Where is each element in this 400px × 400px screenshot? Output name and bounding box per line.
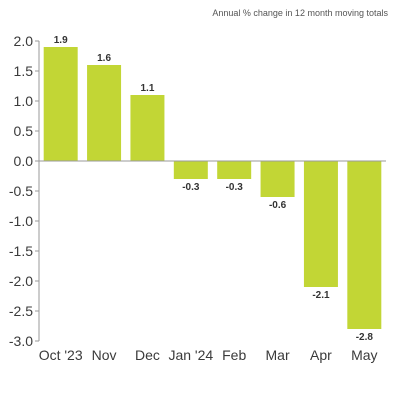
bar-value-label: -2.1	[312, 290, 330, 301]
y-tick-label: -3.0	[9, 333, 33, 349]
x-tick-label: Feb	[222, 347, 246, 363]
bar-value-label: -0.3	[226, 182, 244, 193]
bar-value-label: 1.1	[140, 83, 154, 94]
bar	[43, 47, 78, 161]
y-tick-label: -1.5	[9, 243, 33, 259]
bar	[87, 65, 122, 161]
y-tick-label: 0.0	[14, 153, 34, 169]
x-tick-label: Apr	[310, 347, 332, 363]
x-tick-label: Nov	[92, 347, 117, 363]
bar	[217, 161, 252, 179]
x-axis: Oct '23 Nov Dec Jan '24 Feb Mar Apr May	[39, 347, 378, 363]
x-tick-label: May	[351, 347, 377, 363]
y-tick-label: -0.5	[9, 183, 33, 199]
bar	[130, 95, 165, 161]
chart-subtitle: Annual % change in 12 month moving total…	[212, 8, 388, 18]
x-tick-label: Mar	[266, 347, 290, 363]
y-tick-label: -2.5	[9, 303, 33, 319]
x-tick-label: Dec	[135, 347, 160, 363]
x-tick-label: Oct '23	[39, 347, 83, 363]
bar	[303, 161, 338, 287]
y-axis: 2.0 1.5 1.0 0.5 0.0 -0.5 -1.0 -1.5 -2.0 -2.5 -3.0	[9, 33, 40, 349]
data-labels: 1.9 1.6 1.1 -0.3 -0.3 -0.6 -2.1 -2.8	[54, 35, 374, 343]
y-tick-label: 1.0	[14, 93, 34, 109]
bars	[43, 47, 382, 329]
bar	[173, 161, 208, 179]
bar-value-label: -0.6	[269, 200, 287, 211]
y-tick-label: 0.5	[14, 123, 34, 139]
bar-value-label: 1.9	[54, 35, 68, 46]
bar-value-label: 1.6	[97, 53, 111, 64]
bar	[347, 161, 382, 329]
y-tick-label: -2.0	[9, 273, 33, 289]
y-tick-label: 1.5	[14, 63, 34, 79]
y-tick-label: -1.0	[9, 213, 33, 229]
bar-value-label: -2.8	[356, 332, 374, 343]
bar	[260, 161, 295, 197]
bar-value-label: -0.3	[182, 182, 200, 193]
x-tick-label: Jan '24	[168, 347, 213, 363]
y-tick-label: 2.0	[14, 33, 34, 49]
